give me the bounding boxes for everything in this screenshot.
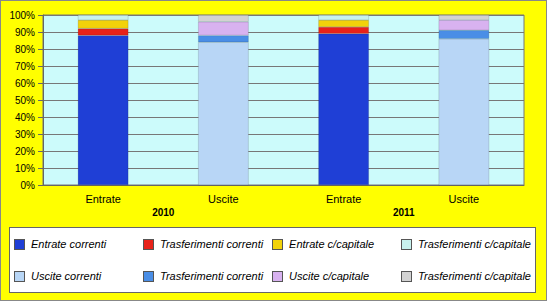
svg-text:60%: 60% [15,78,35,89]
html-text:Trasferimenti c/capitale: Trasferimenti c/capitale [418,238,531,250]
html-text:Uscite c/capitale: Uscite c/capitale [289,270,370,282]
html-text:Entrate correnti: Entrate correnti [31,238,107,250]
svg-text:100%: 100% [9,10,35,21]
svg-text:Uscite: Uscite [449,193,480,205]
svg-text:40%: 40% [15,112,35,123]
svg-text:10%: 10% [15,163,35,174]
svg-text:80%: 80% [15,44,35,55]
svg-text:30%: 30% [15,129,35,140]
svg-text:2011: 2011 [393,207,415,218]
svg-text:90%: 90% [15,27,35,38]
html-text:Entrate c/capitale: Entrate c/capitale [289,238,375,250]
html-text:Trasferimenti correnti: Trasferimenti correnti [160,270,264,282]
svg-text:70%: 70% [15,61,35,72]
html-text:Uscite correnti: Uscite correnti [31,270,102,282]
svg-text:50%: 50% [15,95,35,106]
html-text:Trasferimenti c/capitale: Trasferimenti c/capitale [418,270,531,282]
svg-text:Entrate: Entrate [85,193,120,205]
svg-text:2010: 2010 [152,207,175,218]
html-text:Trasferimenti correnti: Trasferimenti correnti [160,238,264,250]
svg-text:Uscite: Uscite [208,193,239,205]
svg-text:0%: 0% [21,180,36,191]
svg-text:20%: 20% [15,146,35,157]
svg-text:Entrate: Entrate [326,193,361,205]
